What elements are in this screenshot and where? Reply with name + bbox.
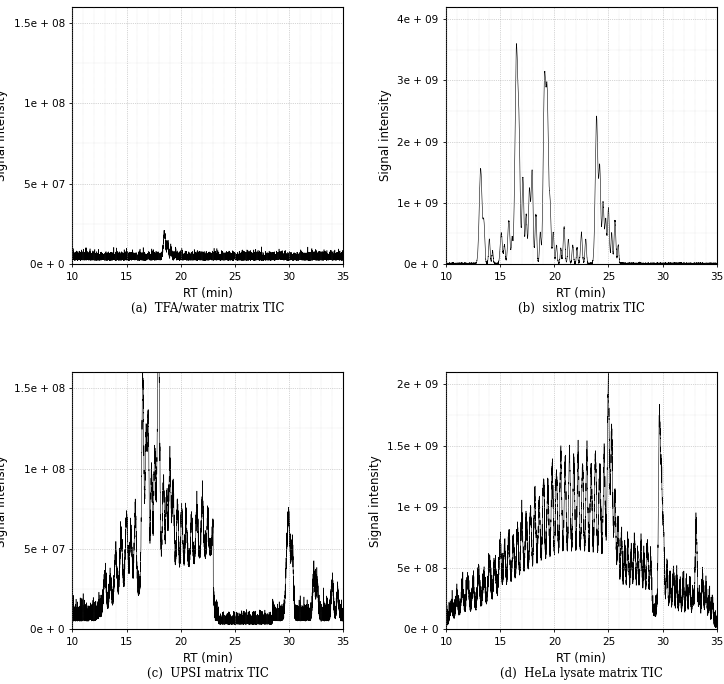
X-axis label: RT (min): RT (min) bbox=[183, 287, 232, 300]
Text: (c)  UPSI matrix TIC: (c) UPSI matrix TIC bbox=[147, 667, 269, 680]
Text: (b)  sixlog matrix TIC: (b) sixlog matrix TIC bbox=[518, 302, 645, 315]
Text: (a)  TFA/water matrix TIC: (a) TFA/water matrix TIC bbox=[131, 302, 285, 315]
X-axis label: RT (min): RT (min) bbox=[183, 653, 232, 666]
Y-axis label: Signal intensity: Signal intensity bbox=[369, 455, 382, 547]
Y-axis label: Signal intensity: Signal intensity bbox=[0, 455, 8, 547]
X-axis label: RT (min): RT (min) bbox=[557, 653, 606, 666]
Text: (d)  HeLa lysate matrix TIC: (d) HeLa lysate matrix TIC bbox=[500, 667, 663, 680]
X-axis label: RT (min): RT (min) bbox=[557, 287, 606, 300]
Y-axis label: Signal intensity: Signal intensity bbox=[379, 90, 392, 181]
Y-axis label: Signal intensity: Signal intensity bbox=[0, 90, 8, 181]
